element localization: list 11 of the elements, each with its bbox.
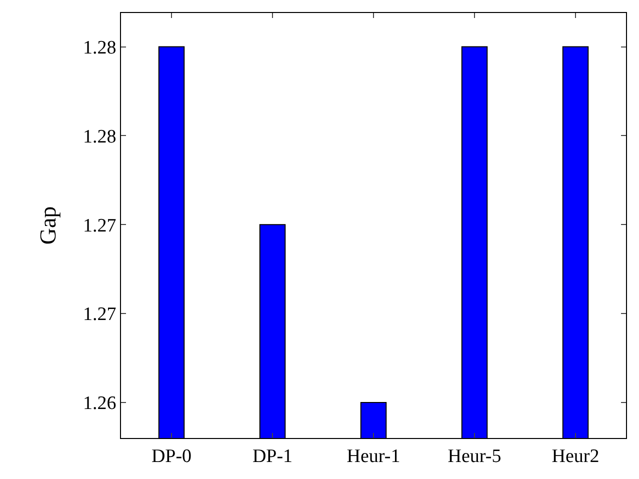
x-tick-label: DP-0 xyxy=(151,446,192,467)
x-tick-label: Heur-1 xyxy=(346,446,400,467)
x-tick-label: DP-1 xyxy=(252,446,293,467)
y-tick-label: 1.28 xyxy=(82,37,116,58)
y-tick-label: 1.28 xyxy=(82,126,116,148)
y-tick-label: 1.27 xyxy=(82,215,116,236)
y-axis-title: Gap xyxy=(35,206,60,245)
x-tick-label: Heur2 xyxy=(552,446,600,467)
y-tick-label: 1.27 xyxy=(82,304,116,326)
y-tick-label: 1.26 xyxy=(82,393,116,414)
x-tick-label: Heur-5 xyxy=(448,446,502,467)
